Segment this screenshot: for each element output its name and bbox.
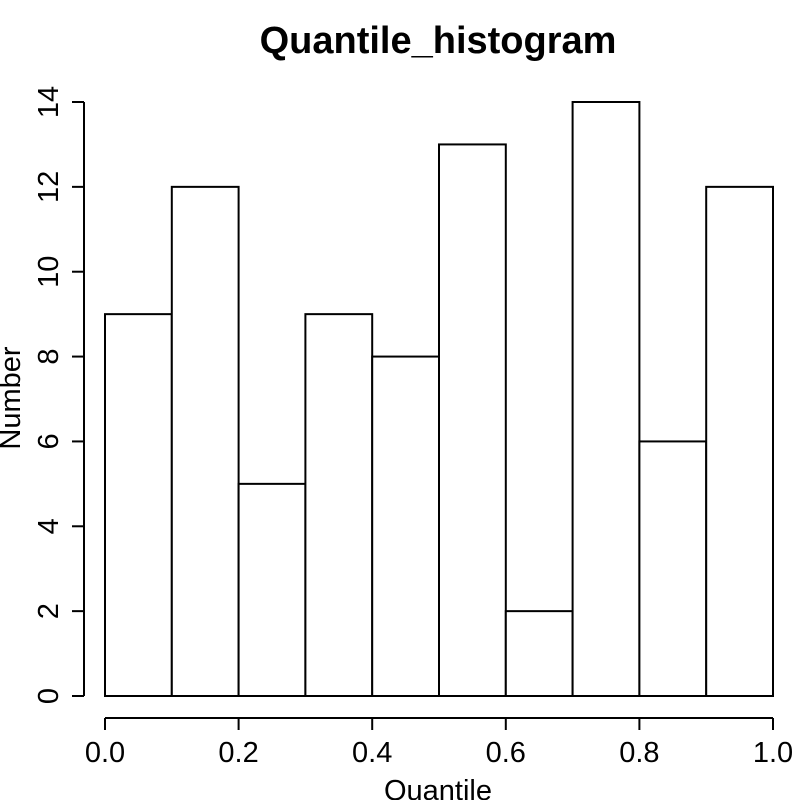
y-tick-label: 8	[33, 349, 65, 365]
bars-group	[104, 101, 775, 698]
histogram-bar	[170, 185, 240, 697]
y-axis: 0 2 4 6 8 10 12 14	[33, 86, 85, 704]
y-tick-label: 12	[33, 171, 65, 203]
y-tick-label: 2	[33, 603, 65, 619]
y-tick-label: 4	[33, 518, 65, 534]
x-tick-label: 0.8	[619, 737, 659, 769]
x-tick-label: 0.2	[218, 737, 258, 769]
x-tick-label: 1.0	[753, 737, 793, 769]
x-tick-label: 0.4	[352, 737, 392, 769]
histogram-bar	[705, 185, 775, 697]
chart-title: Quantile_histogram	[260, 20, 617, 62]
y-axis-title: Number	[0, 346, 27, 449]
x-axis-title: Quantile	[384, 775, 492, 800]
x-axis: 0.0 0.2 0.4 0.6 0.8 1.0	[85, 717, 793, 769]
histogram-bar	[371, 355, 441, 697]
histogram-bar	[104, 313, 173, 697]
x-tick-label: 0.6	[486, 737, 526, 769]
histogram-bar	[504, 610, 574, 698]
y-tick-label: 0	[33, 688, 65, 704]
y-tick-label: 14	[33, 86, 65, 118]
histogram-bar	[438, 143, 507, 697]
y-tick-label: 6	[33, 433, 65, 449]
y-tick-label: 10	[33, 256, 65, 288]
x-tick-label: 0.0	[85, 737, 125, 769]
histogram-bar	[237, 482, 307, 697]
histogram-bar	[304, 313, 374, 697]
histogram-bar	[571, 101, 641, 697]
histogram-bar	[638, 440, 708, 697]
